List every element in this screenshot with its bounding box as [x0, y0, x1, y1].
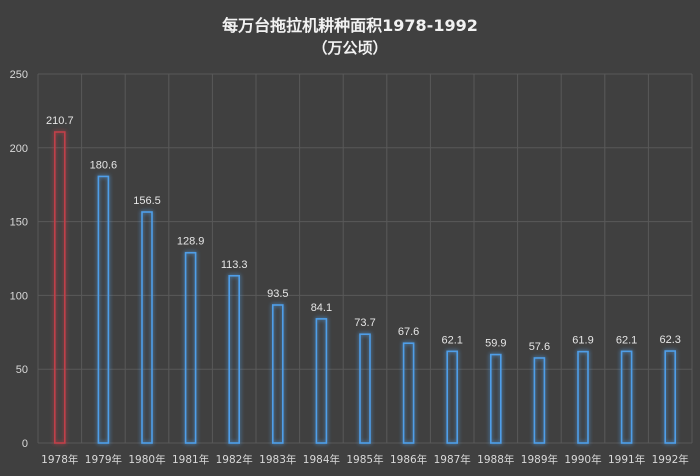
bar-1983年: [271, 304, 284, 444]
bar-1982年: [228, 274, 240, 444]
x-tick-label: 1987年: [434, 453, 471, 466]
bar-1981年: [184, 251, 197, 444]
bar-1990年: [577, 350, 589, 444]
data-label: 62.3: [659, 334, 680, 346]
x-tick-label: 1992年: [652, 453, 689, 466]
data-label: 84.1: [311, 302, 332, 314]
data-label: 93.5: [267, 288, 288, 300]
x-tick-label: 1979年: [85, 453, 122, 466]
x-tick-label: 1986年: [390, 453, 427, 466]
data-label: 62.1: [616, 334, 637, 346]
bar-1985年: [359, 333, 371, 444]
data-label: 128.9: [177, 236, 205, 248]
chart-subtitle: （万公顷）: [312, 39, 387, 57]
x-tick-label: 1982年: [216, 453, 253, 466]
bar-1988年: [489, 353, 502, 444]
data-label: 113.3: [221, 259, 248, 271]
data-labels: 210.7 180.6 156.5 128.9 113.3 93.5 84.1 73.7 67.…: [46, 115, 681, 353]
x-tick-label: 1991年: [608, 453, 645, 466]
bar-1992年: [664, 350, 677, 444]
x-tick-label: 1990年: [564, 453, 601, 466]
data-label: 67.6: [398, 326, 419, 338]
bar-1979年: [97, 175, 110, 444]
y-tick-label: 100: [10, 290, 28, 302]
y-tick-label: 150: [10, 217, 28, 229]
bar-1984年: [315, 318, 328, 444]
bars: [53, 131, 677, 444]
x-tick-label: 1983年: [259, 453, 296, 466]
bar-1986年: [402, 342, 415, 444]
bar-1978年: [53, 131, 66, 444]
data-label: 210.7: [46, 115, 74, 127]
x-tick-label: 1989年: [521, 453, 558, 466]
chart-title: 每万台拖拉机耕种面积1978-1992: [222, 16, 478, 35]
x-tick-label: 1984年: [303, 453, 340, 466]
y-axis-ticks: 0 50 100 150 200 250: [10, 69, 28, 450]
data-label: 180.6: [90, 159, 118, 171]
x-tick-label: 1985年: [346, 453, 383, 466]
bar-1991年: [620, 350, 633, 444]
x-tick-label: 1988年: [477, 453, 514, 466]
data-label: 57.6: [529, 341, 550, 353]
data-label: 156.5: [133, 195, 161, 207]
data-label: 73.7: [354, 317, 375, 329]
y-tick-label: 250: [10, 69, 28, 81]
data-label: 61.9: [572, 335, 593, 347]
gridlines: [37, 73, 693, 444]
x-tick-label: 1978年: [41, 453, 78, 466]
bar-1989年: [533, 357, 546, 444]
bar-1980年: [141, 211, 153, 444]
data-label: 59.9: [485, 338, 506, 350]
x-axis-ticks: 1978年 1979年 1980年 1981年 1982年 1983年 1984年 1985年…: [41, 453, 689, 466]
bar-1987年: [446, 350, 459, 444]
y-tick-label: 0: [22, 438, 28, 450]
x-tick-label: 1981年: [172, 453, 209, 466]
y-tick-label: 200: [10, 143, 28, 155]
y-tick-label: 50: [16, 364, 28, 376]
x-tick-label: 1980年: [128, 453, 165, 466]
data-label: 62.1: [441, 334, 462, 346]
